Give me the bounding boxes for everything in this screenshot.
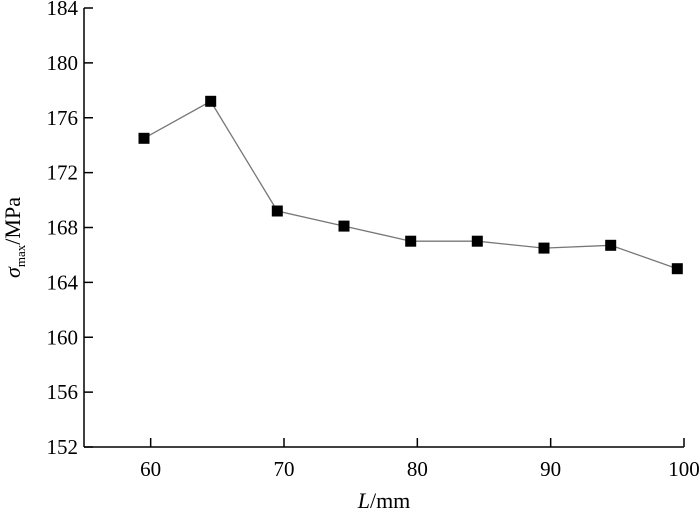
x-ticks: 60 70 80 90 100 [140,438,700,481]
x-tick-label: 100 [668,457,700,481]
x-tick-label: 90 [540,457,561,481]
y-tick-label: 156 [47,380,79,404]
y-axis-subscript: max [13,244,28,267]
y-tick-label: 176 [47,106,79,130]
y-axis-unit: /MPa [0,197,25,245]
data-point [538,242,550,254]
y-tick-label: 168 [47,216,79,240]
series-markers [138,95,683,275]
data-point [271,205,283,217]
y-tick-label: 164 [47,270,79,294]
x-tick-label: 80 [407,457,428,481]
x-axis-label: L/mm [357,488,411,513]
y-tick-label: 152 [47,435,79,459]
x-axis-symbol: L [357,488,370,513]
y-tick-label: 160 [47,325,79,349]
x-tick-label: 70 [274,457,295,481]
data-point [138,132,150,144]
data-point [338,220,350,232]
x-axis-unit: /mm [370,488,410,513]
y-ticks: 152 156 160 164 168 172 176 180 184 [47,0,93,459]
x-tick-label: 60 [140,457,161,481]
data-point [471,235,483,247]
data-point [671,263,683,275]
axes [83,8,684,448]
y-tick-label: 172 [47,161,79,185]
data-point [605,239,617,251]
data-point [205,95,217,107]
y-tick-label: 184 [47,0,79,20]
y-axis-label: σmax/MPa [0,197,28,278]
data-point [405,235,417,247]
y-tick-label: 180 [47,51,79,75]
y-axis-symbol: σ [0,266,25,278]
